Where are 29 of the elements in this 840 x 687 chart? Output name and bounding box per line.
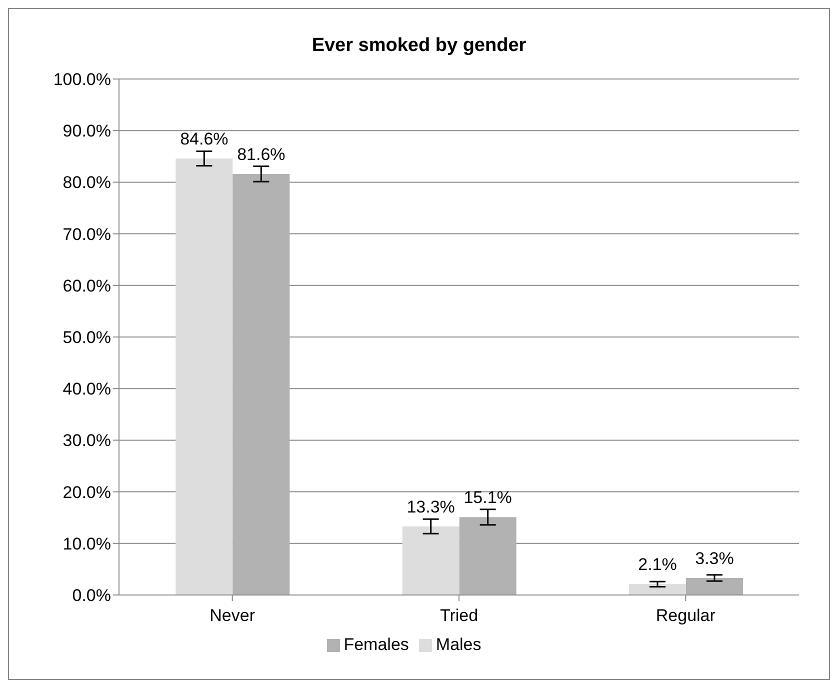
data-label: 3.3%	[695, 548, 734, 568]
x-tick-label: Never	[210, 606, 256, 626]
data-label: 15.1%	[464, 488, 512, 508]
y-tick-label: 30.0%	[62, 431, 111, 450]
bar	[629, 584, 686, 595]
y-tick-label: 80.0%	[62, 173, 111, 192]
bar	[176, 158, 233, 595]
y-tick-label: 0.0%	[72, 586, 111, 606]
data-label: 2.1%	[638, 555, 677, 574]
legend-label: Females	[344, 635, 409, 654]
data-label: 13.3%	[406, 497, 455, 516]
bar	[459, 517, 516, 595]
y-tick-label: 60.0%	[62, 276, 111, 296]
x-tick-label: Regular	[656, 606, 716, 626]
x-tick-label: Tried	[440, 606, 478, 626]
bar	[402, 526, 460, 595]
data-label: 84.6%	[180, 129, 228, 148]
legend-label: Males	[436, 635, 482, 654]
y-tick-label: 20.0%	[62, 482, 111, 502]
y-tick-label: 70.0%	[62, 224, 111, 244]
y-tick-label: 50.0%	[62, 328, 111, 348]
data-label: 81.6%	[237, 144, 286, 164]
y-tick-label: 40.0%	[62, 380, 111, 399]
y-tick-label: 90.0%	[62, 122, 111, 141]
y-tick-label: 100.0%	[53, 70, 111, 90]
y-tick-label: 10.0%	[62, 534, 111, 554]
bar	[686, 578, 743, 595]
bar	[232, 174, 290, 595]
chart-title: Ever smoked by gender	[310, 35, 528, 58]
